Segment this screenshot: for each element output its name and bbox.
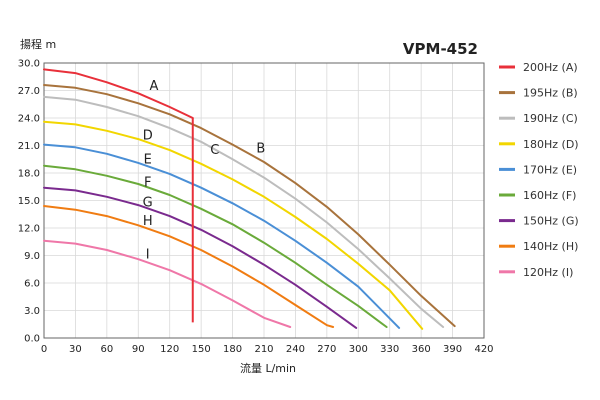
- curve-label-e: E: [144, 152, 152, 167]
- y-tick-label: 21.0: [18, 141, 40, 152]
- curve-label-a: A: [150, 79, 159, 94]
- legend: 200Hz (A) 195Hz (B) 190Hz (C) 180Hz (D) 170H…: [499, 61, 579, 279]
- y-tick-label: 15.0: [18, 196, 40, 207]
- x-tick-label: 90: [132, 344, 145, 355]
- y-tick-label: 0.0: [24, 334, 40, 345]
- x-tick-label: 240: [286, 344, 305, 355]
- grid: [43, 62, 485, 339]
- curve-label-h: H: [143, 214, 153, 229]
- y-tick-label: 9.0: [24, 251, 40, 262]
- x-tick-labels: 0 30 60 90 120 150 180 210 240 270 300 330 360 390 420: [41, 344, 494, 355]
- series-line-h: [43, 205, 335, 328]
- x-tick-label: 270: [317, 344, 336, 355]
- chart-title: VPM-452: [403, 40, 478, 58]
- legend-label: 120Hz (I): [523, 266, 573, 279]
- series-line-d: [43, 120, 424, 330]
- y-tick-labels: 0.0 3.0 6.0 9.0 12.0 15.0 18.0 21.0 24.0 27.0 30.0: [18, 59, 40, 345]
- x-tick-label: 30: [69, 344, 82, 355]
- y-tick-label: 3.0: [24, 306, 40, 317]
- legend-label: 150Hz (G): [523, 215, 579, 228]
- legend-label: 140Hz (H): [523, 240, 578, 253]
- curve-label-b: B: [256, 141, 265, 156]
- x-tick-label: 120: [160, 344, 179, 355]
- series-line-i: [43, 239, 292, 328]
- plot-frame: [43, 62, 485, 339]
- legend-label: 195Hz (B): [523, 87, 578, 100]
- curve-label-d: D: [143, 129, 153, 144]
- series-line-f: [43, 164, 388, 328]
- legend-label: 170Hz (E): [523, 163, 577, 176]
- legend-label: 190Hz (C): [523, 112, 578, 125]
- legend-label: 180Hz (D): [523, 138, 579, 151]
- legend-label: 200Hz (A): [523, 61, 578, 74]
- y-tick-label: 24.0: [18, 114, 40, 125]
- series-line-e: [43, 143, 401, 329]
- curve-label-g: G: [143, 195, 153, 210]
- x-tick-label: 180: [223, 344, 242, 355]
- x-tick-label: 210: [254, 344, 273, 355]
- x-tick-label: 330: [380, 344, 399, 355]
- curve-label-c: C: [210, 143, 219, 158]
- series-line-c: [43, 95, 445, 328]
- y-axis-title: 揚程 m: [20, 38, 56, 51]
- x-tick-label: 420: [474, 344, 493, 355]
- x-tick-label: 360: [412, 344, 431, 355]
- y-tick-label: 27.0: [18, 86, 40, 97]
- x-tick-label: 150: [192, 344, 211, 355]
- curve-label-i: I: [146, 248, 150, 263]
- y-tick-label: 30.0: [18, 59, 40, 70]
- legend-label: 160Hz (F): [523, 189, 576, 202]
- curve-label-f: F: [144, 175, 151, 190]
- series-line-b: [43, 84, 456, 328]
- x-tick-label: 300: [349, 344, 368, 355]
- series-line-g: [43, 186, 358, 329]
- x-axis-title: 流量 L/min: [240, 361, 296, 375]
- y-tick-label: 12.0: [18, 224, 40, 235]
- y-tick-label: 6.0: [24, 279, 40, 290]
- x-tick-label: 390: [443, 344, 462, 355]
- x-tick-label: 60: [100, 344, 113, 355]
- y-tick-label: 18.0: [18, 169, 40, 180]
- x-tick-label: 0: [41, 344, 47, 355]
- curves: [43, 68, 456, 330]
- series-line-a: [43, 68, 194, 119]
